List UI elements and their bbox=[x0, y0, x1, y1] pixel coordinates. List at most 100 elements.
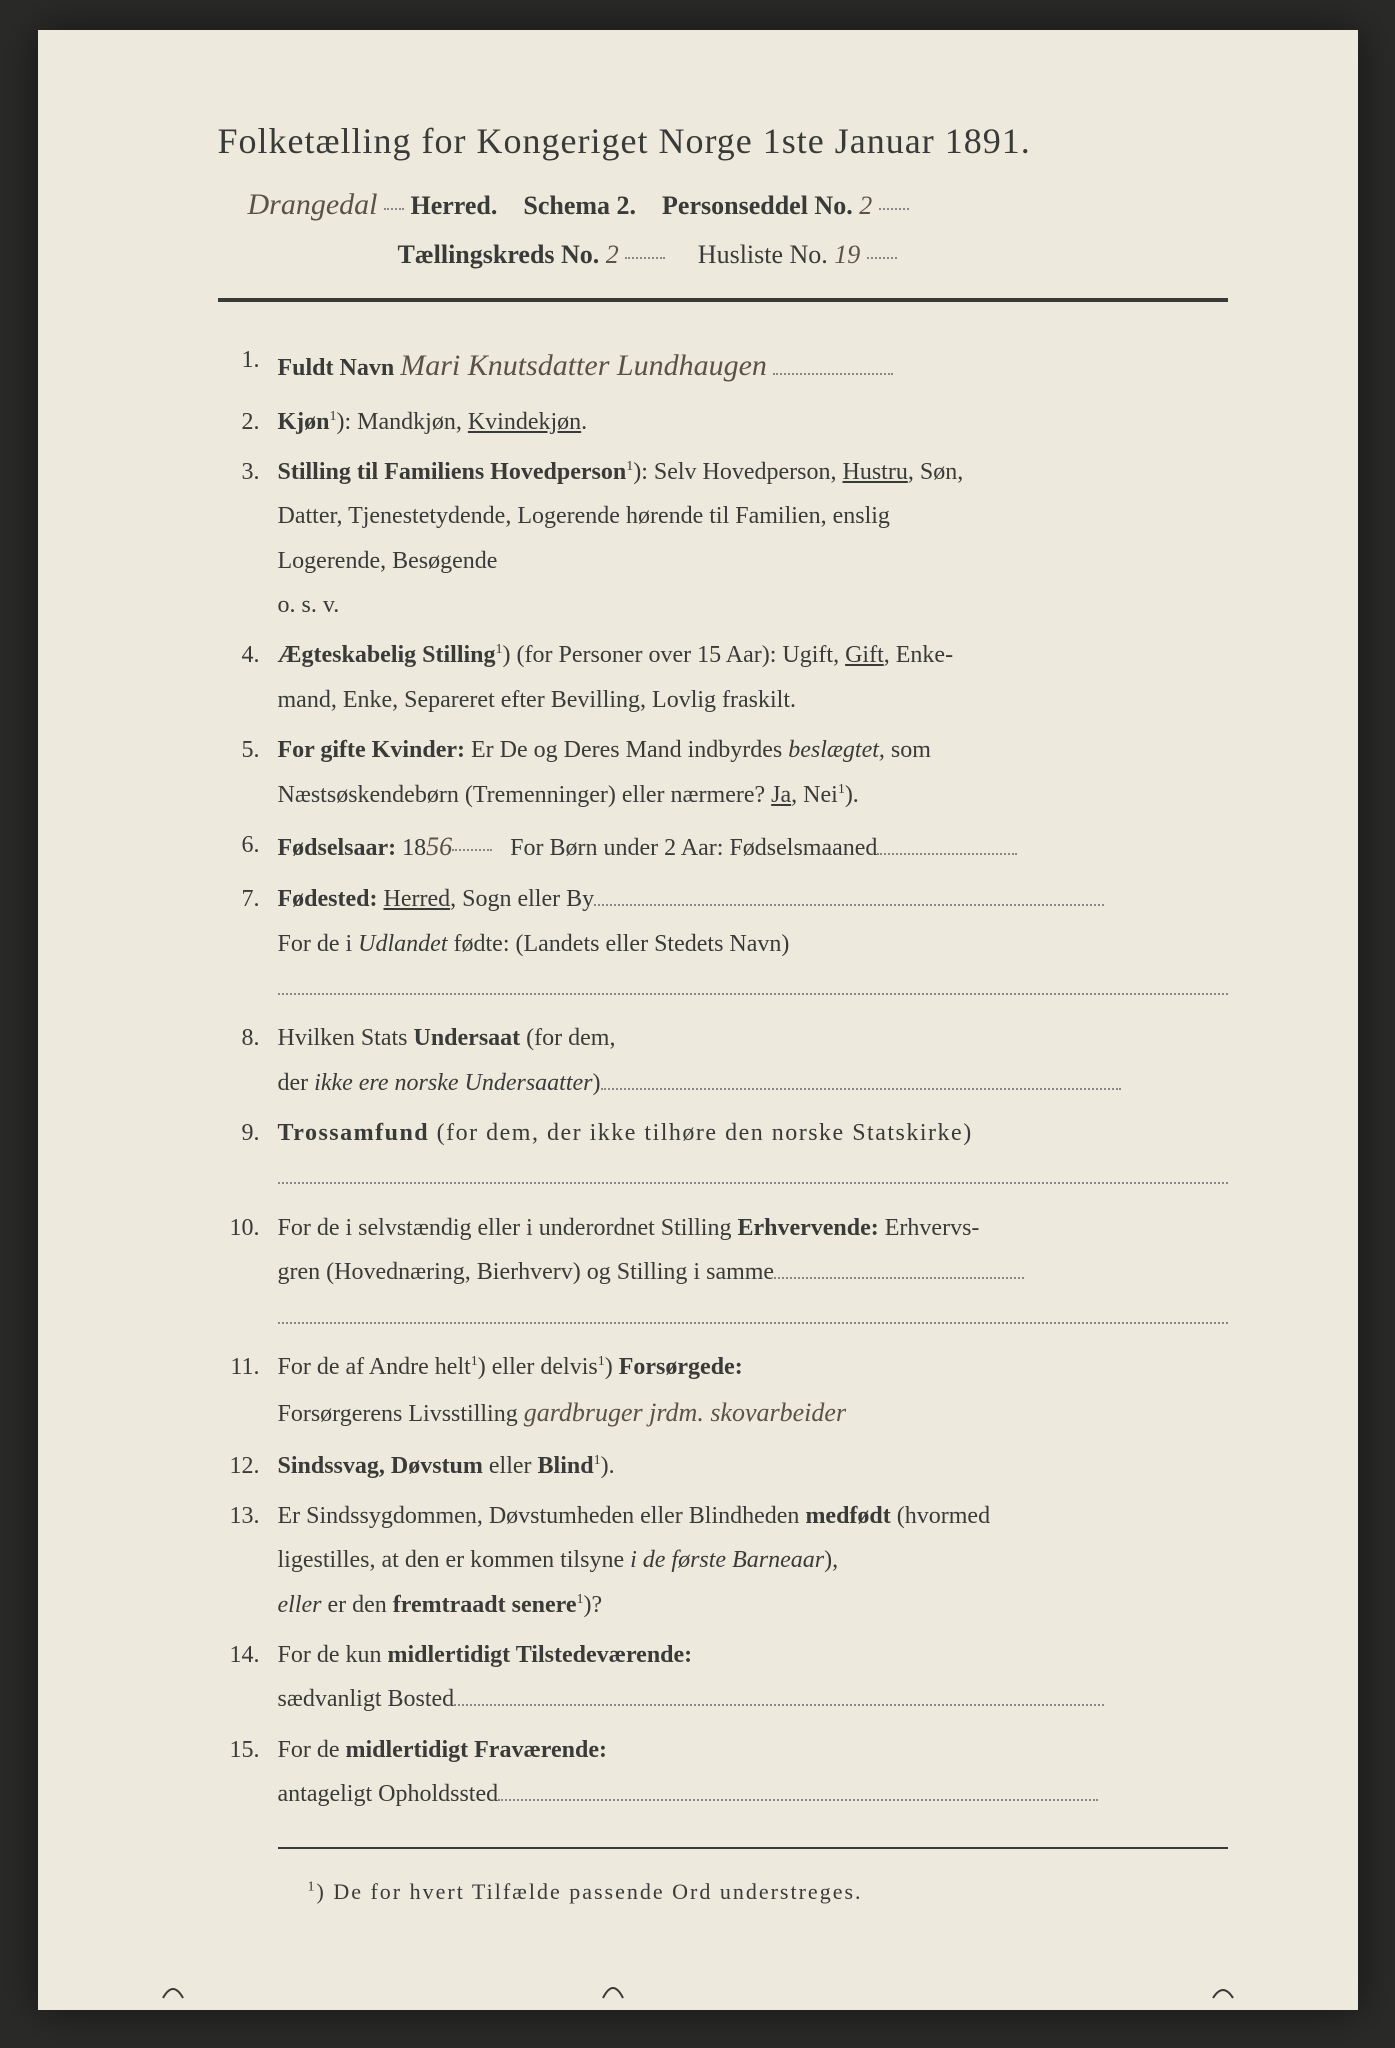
dotted-fill bbox=[278, 1306, 1228, 1324]
item-num: 10. bbox=[218, 1206, 278, 1339]
item-10: 10. For de i selvstændig eller i underor… bbox=[218, 1206, 1228, 1339]
year-prefix: 18 bbox=[396, 835, 426, 861]
item-3: 3. Stilling til Familiens Hovedperson1):… bbox=[218, 450, 1228, 628]
form-title: Folketælling for Kongeriget Norge 1ste J… bbox=[218, 120, 1228, 162]
item-body: For de kun midlertidigt Tilstedeværende:… bbox=[278, 1633, 1228, 1722]
bold-text: Trossamfund bbox=[278, 1120, 430, 1146]
italic-text: i de første Barneaar bbox=[630, 1547, 824, 1573]
item-num: 4. bbox=[218, 633, 278, 722]
tear-mark-icon bbox=[1208, 1970, 1238, 2000]
bold-text: fremtraadt senere bbox=[393, 1592, 577, 1618]
text: Er De og Deres Mand indbyrdes bbox=[465, 737, 788, 763]
item-num: 1. bbox=[218, 338, 278, 394]
item-14: 14. For de kun midlertidigt Tilstedevære… bbox=[218, 1633, 1228, 1722]
herred-label: Herred. bbox=[411, 191, 498, 220]
header-line-3: Tællingskreds No. 2 Husliste No. 19 bbox=[218, 240, 1228, 270]
underlined-option: Hustru bbox=[843, 459, 908, 485]
bold-text: midlertidigt Fraværende: bbox=[346, 1737, 608, 1763]
item-num: 8. bbox=[218, 1016, 278, 1105]
header-line-2: Drangedal Herred. Schema 2. Personseddel… bbox=[218, 188, 1228, 222]
tear-mark-icon bbox=[598, 1970, 628, 2000]
text: ): Mandkjøn, bbox=[337, 409, 468, 435]
schema-label: Schema 2. bbox=[523, 191, 636, 220]
text: ), bbox=[824, 1547, 838, 1573]
bold-text: Erhvervende: bbox=[737, 1215, 878, 1241]
text: antageligt Opholdssted bbox=[278, 1781, 499, 1807]
underlined-option: Herred bbox=[383, 886, 450, 912]
text: (for dem, bbox=[520, 1025, 615, 1051]
italic-text: beslægtet, bbox=[788, 737, 885, 763]
text: ) (for Personer over 15 Aar): Ugift, bbox=[503, 642, 846, 668]
item-body: Fuldt Navn Mari Knutsdatter Lundhaugen bbox=[278, 338, 1228, 394]
name-handwritten: Mari Knutsdatter Lundhaugen bbox=[400, 349, 767, 382]
item-6: 6. Fødselsaar: 1856 For Børn under 2 Aar… bbox=[218, 823, 1228, 871]
occupation-handwritten: gardbruger jrdm. skovarbeider bbox=[524, 1398, 846, 1427]
text: ) eller delvis bbox=[478, 1354, 598, 1380]
text: Forsørgerens Livsstilling bbox=[278, 1401, 518, 1427]
husliste-label: Husliste No. bbox=[698, 240, 828, 269]
item-4: 4. Ægteskabelig Stilling1) (for Personer… bbox=[218, 633, 1228, 722]
item-7: 7. Fødested: Herred, Sogn eller By For d… bbox=[218, 877, 1228, 1010]
item-body: Fødested: Herred, Sogn eller By For de i… bbox=[278, 877, 1228, 1010]
label: Stilling til Familiens Hovedperson bbox=[278, 459, 627, 485]
item-body: Er Sindssygdommen, Døvstumheden eller Bl… bbox=[278, 1494, 1228, 1627]
sup: 1 bbox=[471, 1354, 478, 1369]
dotted-fill bbox=[454, 1704, 1104, 1706]
sup: 1 bbox=[330, 409, 337, 424]
text: , Sogn eller By bbox=[450, 886, 594, 912]
text: sædvanligt Bosted bbox=[278, 1686, 455, 1712]
text: , Nei bbox=[791, 782, 838, 808]
text: gren (Hovednæring, Bierhverv) og Stillin… bbox=[278, 1259, 775, 1285]
census-form-page: Folketælling for Kongeriget Norge 1ste J… bbox=[38, 30, 1358, 2010]
text: , Enke- bbox=[884, 642, 953, 668]
divider-thick bbox=[218, 298, 1228, 302]
item-num: 6. bbox=[218, 823, 278, 871]
text: fødte: (Landets eller Stedets Navn) bbox=[448, 931, 790, 957]
bold-text: midlertidigt Tilstedeværende: bbox=[388, 1642, 693, 1668]
item-body: Fødselsaar: 1856 For Børn under 2 Aar: F… bbox=[278, 823, 1228, 871]
text: For Børn under 2 Aar: Fødselsmaaned bbox=[510, 835, 877, 861]
sup: 1 bbox=[496, 642, 503, 657]
text: (for dem, der ikke tilhøre den norske St… bbox=[429, 1120, 973, 1146]
text: . bbox=[581, 409, 587, 435]
dotted-fill bbox=[278, 977, 1228, 995]
item-num: 12. bbox=[218, 1444, 278, 1488]
item-body: Sindssvag, Døvstum eller Blind1). bbox=[278, 1444, 1228, 1488]
text: )? bbox=[583, 1592, 602, 1618]
herred-handwritten: Drangedal bbox=[248, 188, 378, 221]
text: ). bbox=[601, 1453, 615, 1479]
item-body: Trossamfund (for dem, der ikke tilhøre d… bbox=[278, 1111, 1228, 1200]
divider-thin bbox=[278, 1847, 1228, 1849]
dotted-fill bbox=[625, 257, 665, 259]
text: For de i bbox=[278, 931, 359, 957]
text: , Søn, bbox=[908, 459, 963, 485]
label: Kjøn bbox=[278, 409, 330, 435]
footnote-text: ) De for hvert Tilfælde passende Ord und… bbox=[317, 1879, 863, 1904]
text: Er Sindssygdommen, Døvstumheden eller Bl… bbox=[278, 1503, 806, 1529]
item-num: 13. bbox=[218, 1494, 278, 1627]
label: Fødselsaar: bbox=[278, 835, 397, 861]
dotted-fill bbox=[594, 904, 1104, 906]
footnote: 1) De for hvert Tilfælde passende Ord un… bbox=[218, 1879, 1228, 1905]
item-num: 14. bbox=[218, 1633, 278, 1722]
dotted-fill bbox=[879, 208, 909, 210]
item-5: 5. For gifte Kvinder: Er De og Deres Man… bbox=[218, 728, 1228, 817]
dotted-fill bbox=[452, 849, 492, 851]
text: For de bbox=[278, 1737, 346, 1763]
label: Fuldt Navn bbox=[278, 355, 395, 381]
item-8: 8. Hvilken Stats Undersaat (for dem, der… bbox=[218, 1016, 1228, 1105]
text: (hvormed bbox=[891, 1503, 990, 1529]
underlined-option: Gift bbox=[845, 642, 884, 668]
text: Logerende, Besøgende bbox=[278, 548, 498, 574]
text: o. s. v. bbox=[278, 592, 340, 618]
text: ). bbox=[845, 782, 859, 808]
item-body: Stilling til Familiens Hovedperson1): Se… bbox=[278, 450, 1228, 628]
text: ligestilles, at den er kommen tilsyne bbox=[278, 1547, 631, 1573]
kreds-label: Tællingskreds No. bbox=[398, 240, 600, 269]
text: ) bbox=[593, 1070, 601, 1096]
item-15: 15. For de midlertidigt Fraværende: anta… bbox=[218, 1728, 1228, 1817]
sup: 1 bbox=[838, 782, 845, 797]
item-body: Ægteskabelig Stilling1) (for Personer ov… bbox=[278, 633, 1228, 722]
text: ): Selv Hovedperson, bbox=[633, 459, 842, 485]
item-11: 11. For de af Andre helt1) eller delvis1… bbox=[218, 1345, 1228, 1437]
